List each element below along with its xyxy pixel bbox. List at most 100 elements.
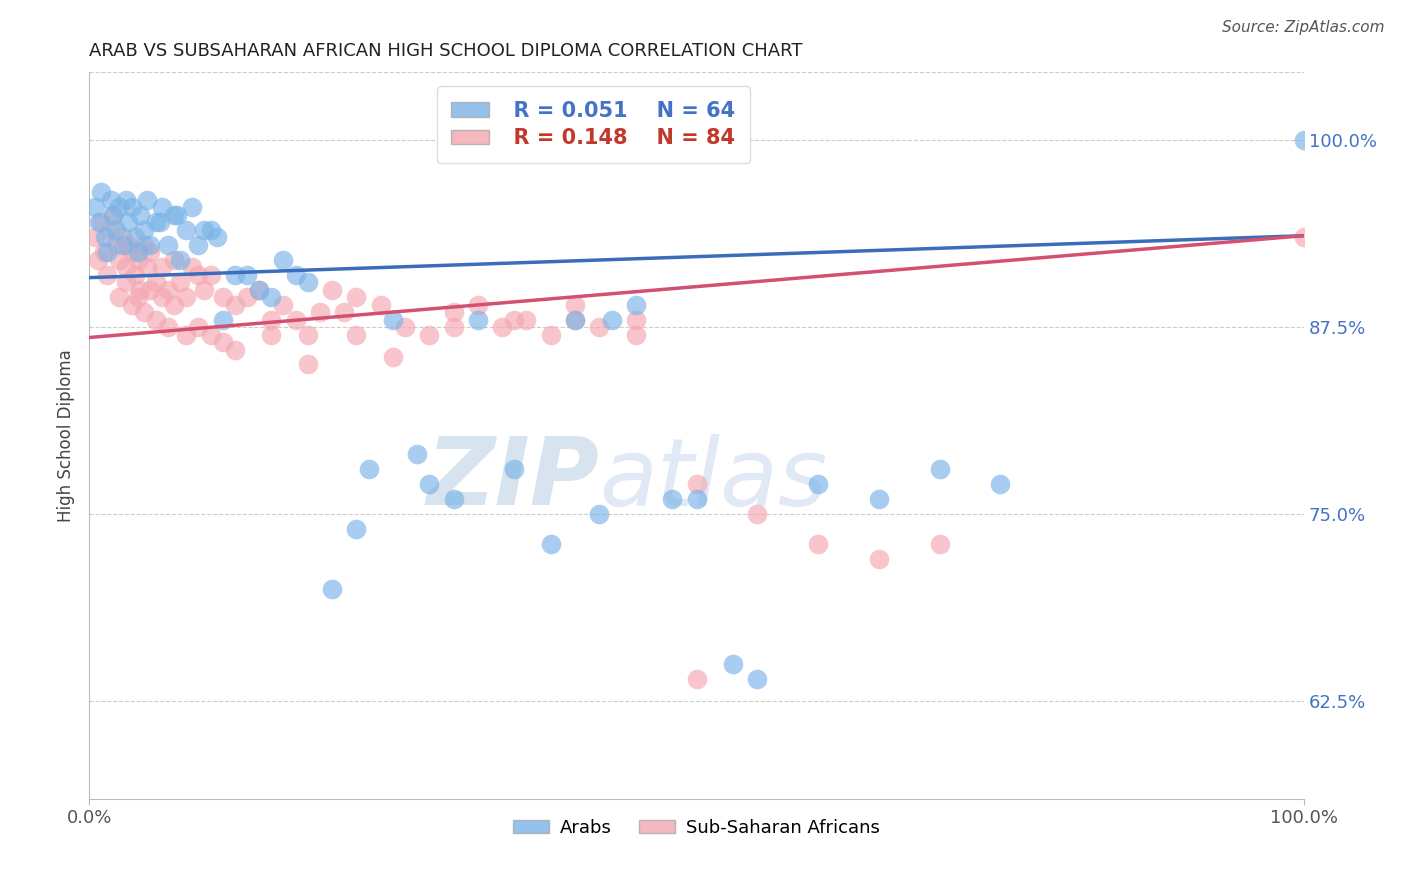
Point xyxy=(193,283,215,297)
Point xyxy=(124,230,146,244)
Point xyxy=(87,215,110,229)
Y-axis label: High School Diploma: High School Diploma xyxy=(58,350,75,522)
Point xyxy=(381,312,404,326)
Point xyxy=(418,327,440,342)
Point xyxy=(685,492,707,507)
Point xyxy=(121,200,143,214)
Point xyxy=(94,230,117,244)
Point xyxy=(127,252,149,267)
Point xyxy=(260,327,283,342)
Point xyxy=(394,320,416,334)
Point xyxy=(1294,230,1316,244)
Point xyxy=(166,208,188,222)
Point xyxy=(169,275,191,289)
Point xyxy=(108,200,131,214)
Point xyxy=(96,245,118,260)
Point xyxy=(108,252,131,267)
Point xyxy=(247,283,270,297)
Point xyxy=(344,327,367,342)
Point xyxy=(868,552,890,566)
Point xyxy=(224,297,246,311)
Point xyxy=(284,268,307,282)
Point xyxy=(174,290,197,304)
Point xyxy=(169,252,191,267)
Point xyxy=(988,477,1011,491)
Point xyxy=(163,252,186,267)
Point xyxy=(127,290,149,304)
Point xyxy=(150,200,173,214)
Point xyxy=(224,343,246,357)
Point xyxy=(928,537,950,551)
Point xyxy=(136,193,159,207)
Point xyxy=(174,327,197,342)
Point xyxy=(333,305,356,319)
Point xyxy=(108,290,131,304)
Point xyxy=(443,492,465,507)
Point xyxy=(515,312,537,326)
Point xyxy=(145,215,167,229)
Point xyxy=(193,223,215,237)
Point xyxy=(273,297,295,311)
Point xyxy=(103,208,125,222)
Point xyxy=(928,462,950,476)
Point xyxy=(344,290,367,304)
Point xyxy=(297,327,319,342)
Point xyxy=(443,320,465,334)
Text: atlas: atlas xyxy=(599,434,828,524)
Point xyxy=(100,193,122,207)
Point xyxy=(260,290,283,304)
Point xyxy=(200,327,222,342)
Point xyxy=(112,230,135,244)
Point xyxy=(564,297,586,311)
Point xyxy=(96,268,118,282)
Point xyxy=(150,290,173,304)
Point xyxy=(661,492,683,507)
Point xyxy=(84,200,107,214)
Point xyxy=(247,283,270,297)
Point xyxy=(685,477,707,491)
Point xyxy=(139,237,162,252)
Point xyxy=(129,283,152,297)
Point xyxy=(344,522,367,536)
Point xyxy=(564,312,586,326)
Point xyxy=(540,327,562,342)
Point xyxy=(163,297,186,311)
Point xyxy=(503,462,526,476)
Legend: Arabs, Sub-Saharan Africans: Arabs, Sub-Saharan Africans xyxy=(506,812,887,845)
Point xyxy=(114,193,136,207)
Point xyxy=(150,260,173,274)
Point xyxy=(467,312,489,326)
Point xyxy=(163,208,186,222)
Point xyxy=(139,283,162,297)
Point xyxy=(187,237,209,252)
Point xyxy=(181,260,204,274)
Point xyxy=(467,297,489,311)
Point xyxy=(284,312,307,326)
Point xyxy=(114,260,136,274)
Point xyxy=(370,297,392,311)
Point xyxy=(211,290,233,304)
Text: ARAB VS SUBSAHARAN AFRICAN HIGH SCHOOL DIPLOMA CORRELATION CHART: ARAB VS SUBSAHARAN AFRICAN HIGH SCHOOL D… xyxy=(89,42,803,60)
Point xyxy=(187,268,209,282)
Point xyxy=(321,582,343,596)
Point xyxy=(807,537,830,551)
Point xyxy=(321,283,343,297)
Point xyxy=(211,334,233,349)
Point xyxy=(174,223,197,237)
Point xyxy=(406,447,429,461)
Point xyxy=(103,208,125,222)
Point xyxy=(624,297,647,311)
Point xyxy=(145,312,167,326)
Point xyxy=(721,657,744,671)
Point xyxy=(117,237,139,252)
Point xyxy=(747,508,769,522)
Point xyxy=(273,252,295,267)
Point xyxy=(136,260,159,274)
Point xyxy=(443,305,465,319)
Point xyxy=(157,237,180,252)
Text: Source: ZipAtlas.com: Source: ZipAtlas.com xyxy=(1222,20,1385,35)
Point xyxy=(129,208,152,222)
Point xyxy=(157,320,180,334)
Point xyxy=(747,672,769,686)
Point xyxy=(181,200,204,214)
